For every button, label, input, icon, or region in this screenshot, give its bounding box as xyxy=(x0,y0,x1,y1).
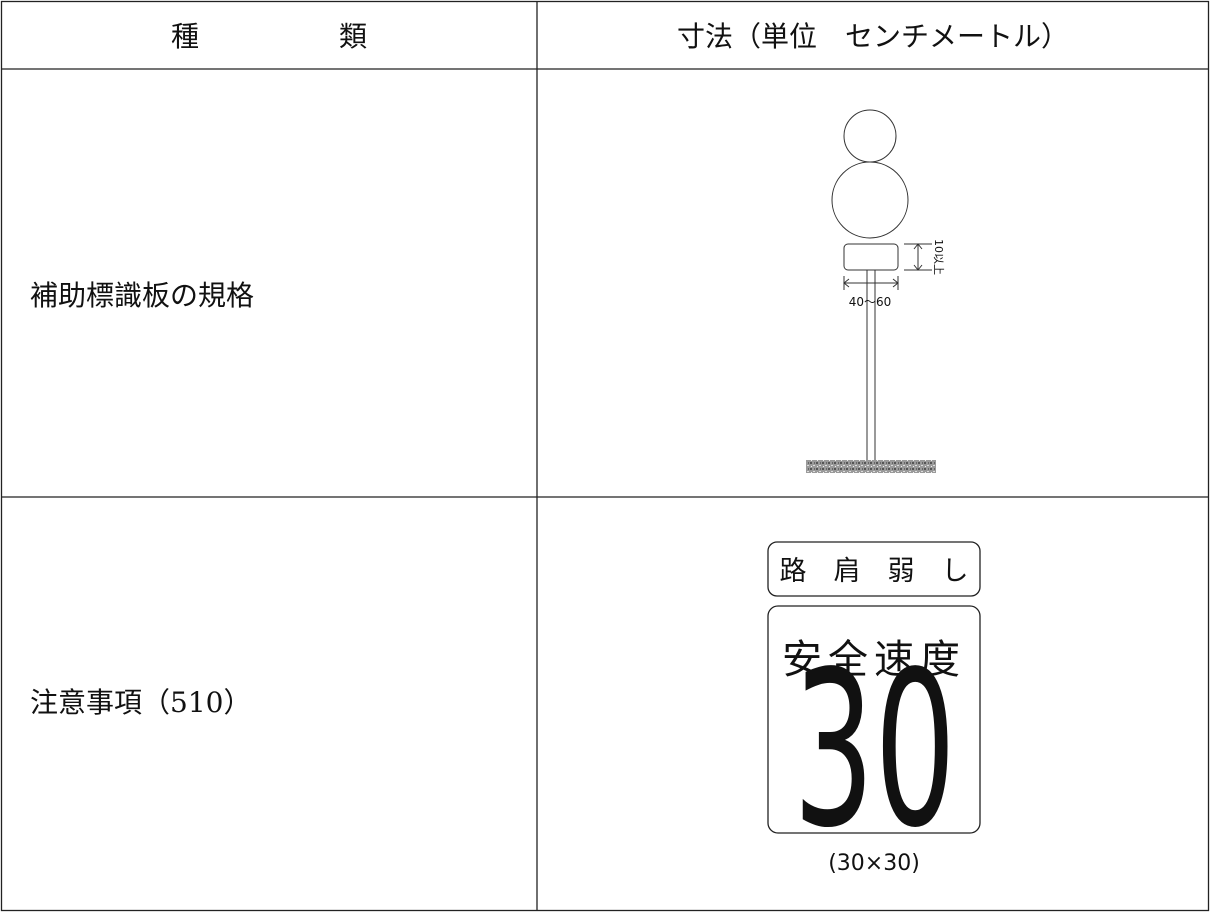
sign-number: 30 xyxy=(793,626,956,875)
size-label: (30×30) xyxy=(828,851,920,876)
row-label: 注意事項（510） xyxy=(30,686,251,719)
header-cell: 種 類 xyxy=(171,20,367,53)
header-cell: 寸法（単位 センチメートル） xyxy=(677,20,1069,53)
post-figure xyxy=(806,109,936,473)
row-label: 補助標識板の規格 xyxy=(30,279,254,312)
sign-text: 安全速度 xyxy=(782,637,966,683)
dimension-label: 10以上 xyxy=(932,239,945,275)
sign-figure xyxy=(767,541,981,834)
dimension-label: 40〜60 xyxy=(849,295,892,309)
sign-text: 路 肩 弱 し xyxy=(780,556,969,587)
